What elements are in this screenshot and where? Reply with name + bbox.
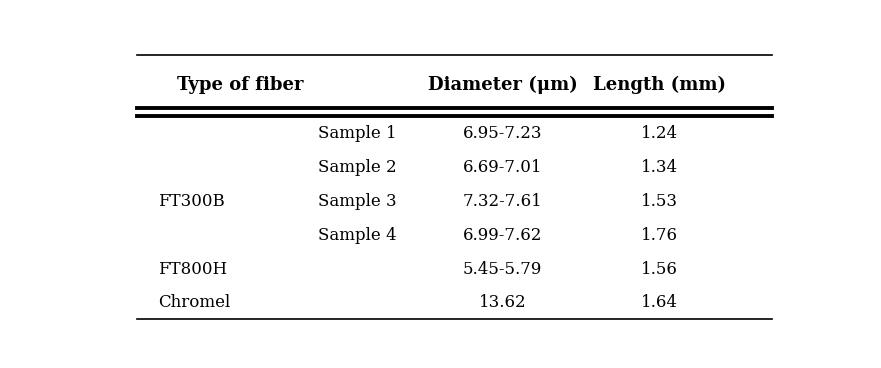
Text: Sample 1: Sample 1 [318, 125, 397, 142]
Text: 1.76: 1.76 [641, 227, 678, 244]
Text: FT800H: FT800H [158, 261, 227, 278]
Text: 1.34: 1.34 [641, 159, 678, 176]
Text: 1.24: 1.24 [641, 125, 678, 142]
Text: 7.32-7.61: 7.32-7.61 [463, 193, 543, 210]
Text: 1.53: 1.53 [641, 193, 678, 210]
Text: Type of fiber: Type of fiber [176, 76, 303, 94]
Text: 6.99-7.62: 6.99-7.62 [463, 227, 543, 244]
Text: 5.45-5.79: 5.45-5.79 [463, 261, 543, 278]
Text: Sample 4: Sample 4 [318, 227, 397, 244]
Text: FT300B: FT300B [158, 193, 225, 210]
Text: 1.64: 1.64 [641, 294, 678, 311]
Text: 6.69-7.01: 6.69-7.01 [463, 159, 543, 176]
Text: Length (mm): Length (mm) [593, 76, 726, 94]
Text: 1.56: 1.56 [641, 261, 678, 278]
Text: 13.62: 13.62 [479, 294, 527, 311]
Text: Diameter (μm): Diameter (μm) [428, 76, 578, 94]
Text: 6.95-7.23: 6.95-7.23 [463, 125, 543, 142]
Text: Sample 3: Sample 3 [318, 193, 397, 210]
Text: Chromel: Chromel [158, 294, 230, 311]
Text: Sample 2: Sample 2 [318, 159, 397, 176]
